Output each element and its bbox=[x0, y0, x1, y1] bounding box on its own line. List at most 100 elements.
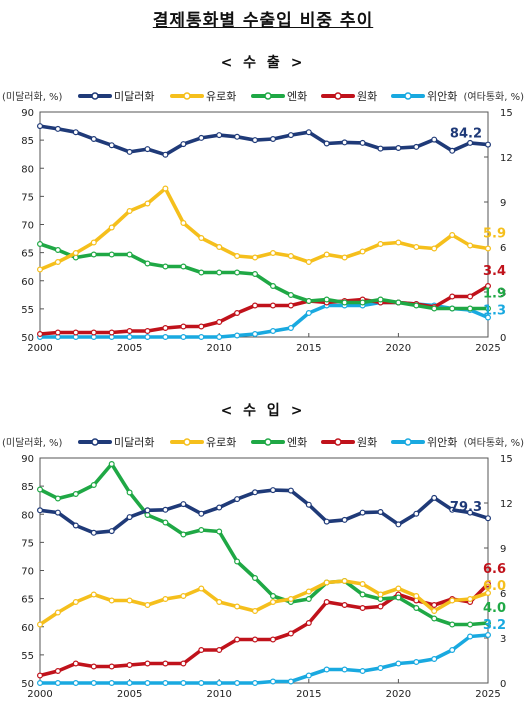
chart0-left-tick-label-3: 65 bbox=[21, 249, 34, 260]
chart0-series-3-point-2 bbox=[72, 329, 79, 336]
chart1-right-tick-label-0: 0 bbox=[500, 679, 506, 690]
chart1-series-2-point-8 bbox=[180, 531, 187, 538]
chart1-right-tick-label-3: 9 bbox=[500, 544, 506, 555]
chart0-series-1-point-19 bbox=[377, 241, 384, 248]
chart1-series-4-point-5 bbox=[126, 680, 133, 687]
chart0-series-3-point-8 bbox=[180, 323, 187, 330]
chart1-series-3-point-10 bbox=[216, 647, 223, 654]
chart0-series-1-point-24 bbox=[467, 242, 474, 249]
chart0-right-tick-label-0: 0 bbox=[500, 333, 506, 344]
chart1-series-1-point-5 bbox=[126, 597, 133, 604]
chart1-series-1-point-24 bbox=[467, 596, 474, 603]
chart0-series-0-point-21 bbox=[413, 143, 420, 150]
chart1-series-1-point-3 bbox=[90, 591, 97, 598]
chart0-series-0-point-13 bbox=[270, 135, 277, 142]
chart0-x-tick-label-3: 2015 bbox=[296, 343, 321, 354]
chart0-series-4-point-25 bbox=[485, 314, 492, 321]
chart0-series-3-point-9 bbox=[198, 323, 205, 330]
chart0-legend-label-1: 유로화 bbox=[206, 90, 236, 103]
chart0-series-0-point-9 bbox=[198, 134, 205, 141]
chart0-series-1-point-20 bbox=[395, 239, 402, 246]
chart0-series-2-point-5 bbox=[126, 251, 133, 258]
chart0-series-2-point-23 bbox=[449, 305, 456, 312]
chart1-series-4-point-1 bbox=[54, 680, 61, 687]
chart1-series-2-point-4 bbox=[108, 460, 115, 467]
chart1-series-3-point-4 bbox=[108, 663, 115, 670]
chart0-series-2-point-16 bbox=[323, 296, 330, 303]
chart1-series-1-point-7 bbox=[162, 596, 169, 603]
chart0-series-3-point-1 bbox=[54, 329, 61, 336]
chart1-series-4-point-21 bbox=[413, 659, 420, 666]
chart1-series-1-point-22 bbox=[431, 608, 438, 615]
chart0-series-1-point-18 bbox=[359, 248, 366, 255]
chart1-series-1-point-25 bbox=[485, 590, 492, 597]
chart0-right-axis-label: (여타통화, %) bbox=[464, 91, 525, 103]
chart0-series-0-point-4 bbox=[108, 142, 115, 149]
chart0-series-1-point-21 bbox=[413, 244, 420, 251]
chart0-series-1-point-17 bbox=[341, 254, 348, 261]
chart0-series-0-point-12 bbox=[252, 137, 259, 144]
chart1-series-4-point-20 bbox=[395, 660, 402, 667]
chart0-series-0-point-17 bbox=[341, 139, 348, 146]
chart1-series-1-point-1 bbox=[54, 609, 61, 616]
chart0-series-0-point-18 bbox=[359, 139, 366, 146]
chart1-series-1-point-23 bbox=[449, 597, 456, 604]
chart1-series-2-point-20 bbox=[395, 594, 402, 601]
chart0-series-4-point-5 bbox=[126, 334, 133, 341]
chart1-series-4-point-11 bbox=[234, 680, 241, 687]
chart0-series-1-point-9 bbox=[198, 235, 205, 242]
chart0-series-3-point-5 bbox=[126, 328, 133, 335]
chart1-series-0-point-1 bbox=[54, 509, 61, 516]
chart1-left-tick-label-2: 60 bbox=[21, 623, 34, 634]
chart0-series-3-point-12 bbox=[252, 302, 259, 309]
chart1-series-1-point-21 bbox=[413, 593, 420, 600]
chart1-series-3-point-16 bbox=[323, 599, 330, 606]
chart0-right-tick-label-2: 6 bbox=[500, 243, 506, 254]
chart1-right-tick-label-4: 12 bbox=[500, 499, 513, 510]
chart1-series-2-point-5 bbox=[126, 489, 133, 496]
chart1-left-tick-label-3: 65 bbox=[21, 595, 34, 606]
chart1-series-1-point-14 bbox=[287, 596, 294, 603]
chart0-series-2-point-10 bbox=[216, 269, 223, 276]
chart0-left-tick-label-5: 75 bbox=[21, 192, 34, 203]
chart0-series-2-point-0 bbox=[36, 241, 43, 248]
chart1-series-1-point-18 bbox=[359, 581, 366, 588]
chart0-series-4-point-9 bbox=[198, 334, 205, 341]
chart0-series-3-point-14 bbox=[287, 302, 294, 309]
chart1-series-1-point-12 bbox=[252, 608, 259, 615]
chart0-series-2-point-6 bbox=[144, 260, 151, 267]
chart0-series-1-point-14 bbox=[287, 253, 294, 260]
chart0-series-2-point-17 bbox=[341, 299, 348, 306]
chart1-series-2-point-2 bbox=[72, 490, 79, 497]
chart0-series-0-point-23 bbox=[449, 147, 456, 154]
chart1-series-3-point-15 bbox=[305, 620, 312, 627]
chart1-series-1-point-20 bbox=[395, 585, 402, 592]
chart1-series-0-point-18 bbox=[359, 509, 366, 516]
chart0-x-tick-label-4: 2020 bbox=[386, 343, 411, 354]
chart1-series-3-point-8 bbox=[180, 660, 187, 667]
chart1-series-2-point-0 bbox=[36, 486, 43, 493]
chart1-series-0-point-15 bbox=[305, 501, 312, 508]
chart0-legend-marker-4 bbox=[404, 92, 412, 100]
chart1-end-label-0: 79.3 bbox=[450, 500, 482, 515]
chart1-series-3-point-5 bbox=[126, 662, 133, 669]
chart1-series-0-point-19 bbox=[377, 508, 384, 515]
chart1-legend-marker-3 bbox=[334, 438, 342, 446]
chart1-end-label-2: 4.0 bbox=[483, 601, 506, 616]
chart0-x-tick-label-5: 2025 bbox=[475, 343, 500, 354]
chart1-series-3-point-13 bbox=[270, 636, 277, 643]
chart1-left-tick-label-8: 90 bbox=[21, 454, 34, 465]
chart0-end-label-2: 1.9 bbox=[483, 287, 506, 302]
chart1-series-0-point-24 bbox=[467, 509, 474, 516]
chart0-series-2-point-25 bbox=[485, 305, 492, 312]
chart0-series-1-point-13 bbox=[270, 250, 277, 257]
chart1-series-1-point-10 bbox=[216, 599, 223, 606]
chart1-legend-marker-0 bbox=[91, 438, 99, 446]
chart0-series-3-point-4 bbox=[108, 329, 115, 336]
chart1-series-2-point-9 bbox=[198, 526, 205, 533]
chart0-series-3-point-6 bbox=[144, 328, 151, 335]
chart1-series-3-point-7 bbox=[162, 660, 169, 667]
chart0-series-0-point-5 bbox=[126, 148, 133, 155]
chart1-series-4-point-12 bbox=[252, 680, 259, 687]
chart0-left-tick-label-1: 55 bbox=[21, 305, 34, 316]
